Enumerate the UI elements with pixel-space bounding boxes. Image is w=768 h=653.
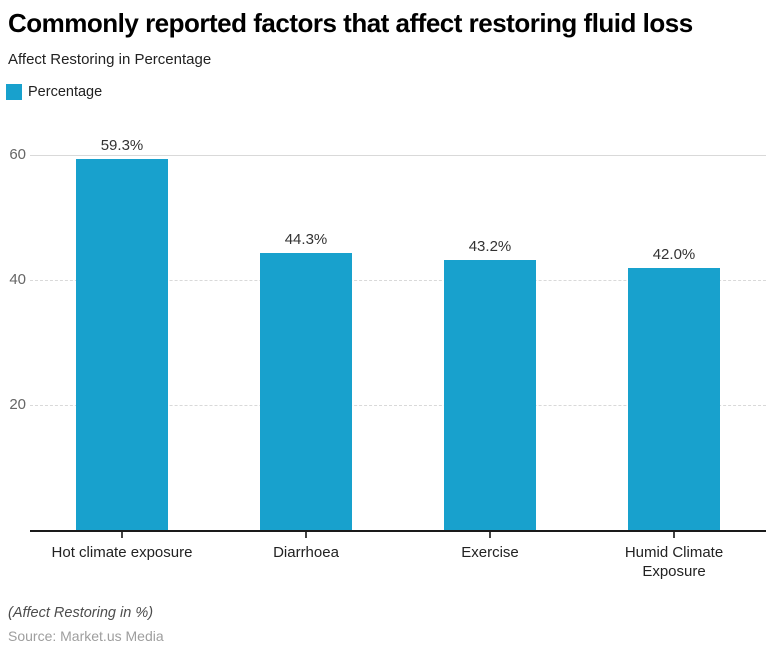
x-axis-category-label: Diarrhoea bbox=[273, 544, 339, 561]
bar-3[interactable] bbox=[444, 260, 536, 530]
legend-swatch-icon bbox=[6, 84, 22, 100]
x-axis-tick bbox=[489, 532, 491, 538]
plot-area: 20 40 60 59.3% Hot climate exposure 44.3% Diar… bbox=[9, 137, 766, 580]
gridline-60 bbox=[30, 155, 766, 156]
y-axis-tick-label: 40 bbox=[9, 271, 26, 288]
bar-4[interactable] bbox=[628, 267, 720, 530]
legend: Percentage bbox=[6, 84, 102, 100]
chart-source: Source: Market.us Media bbox=[8, 628, 164, 644]
y-axis-tick-label: 20 bbox=[9, 396, 26, 413]
chart-subtitle: Affect Restoring in Percentage bbox=[8, 51, 212, 68]
bar-value-label: 43.2% bbox=[468, 238, 512, 255]
legend-label: Percentage bbox=[28, 84, 103, 100]
y-axis-tick-label: 60 bbox=[9, 146, 26, 163]
chart-footnote: (Affect Restoring in %) bbox=[8, 605, 154, 621]
x-axis-tick bbox=[121, 532, 123, 538]
x-axis-tick bbox=[673, 532, 675, 538]
x-axis-category-label: Exercise bbox=[461, 544, 519, 561]
bar-1[interactable] bbox=[76, 159, 168, 530]
x-axis-line bbox=[30, 530, 766, 532]
gridline-20 bbox=[30, 405, 766, 406]
bar-value-label: 59.3% bbox=[100, 137, 144, 155]
x-axis-tick bbox=[305, 532, 307, 538]
x-axis-category-label: Humid Climate Exposure bbox=[624, 544, 724, 580]
gridline-40 bbox=[30, 280, 766, 281]
chart-title: Commonly reported factors that affect re… bbox=[8, 8, 693, 38]
x-axis-category-label: Hot climate exposure bbox=[51, 544, 193, 561]
bar-value-label: 44.3% bbox=[284, 231, 328, 249]
bar-2[interactable] bbox=[260, 253, 352, 530]
bar-value-label: 42.0% bbox=[652, 245, 696, 263]
